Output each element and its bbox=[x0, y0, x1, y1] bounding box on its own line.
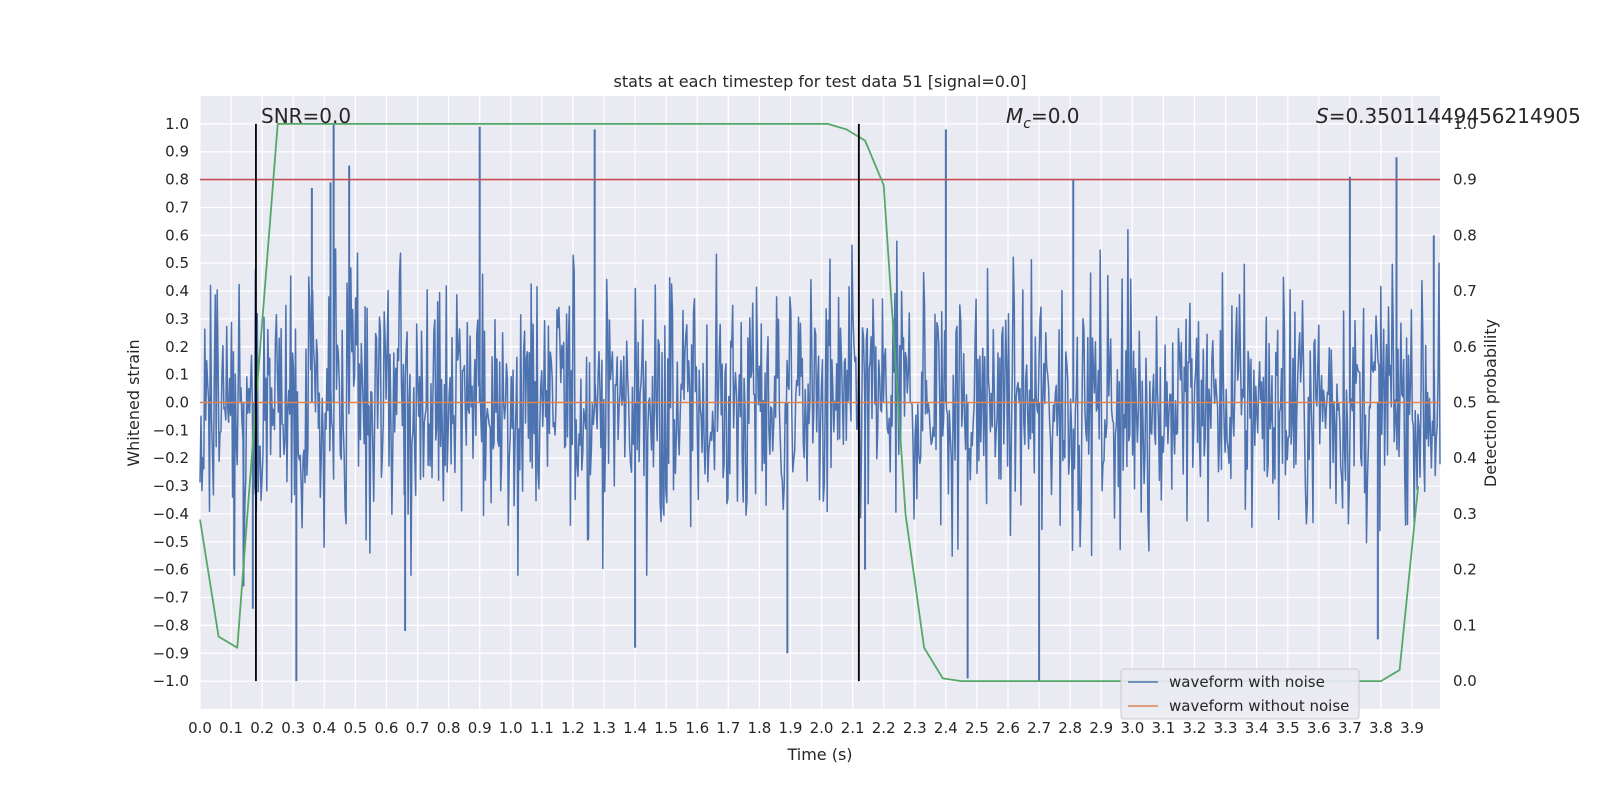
y-tick-label-14: −0.4 bbox=[153, 505, 189, 523]
x-tick-label-4: 0.4 bbox=[312, 719, 336, 737]
x-tick-label-15: 1.5 bbox=[654, 719, 678, 737]
s-value: =0.35011449456214905 bbox=[1329, 104, 1581, 128]
y-tick-label-2: 0.8 bbox=[165, 171, 189, 189]
snr-annotation: SNR=0.0 bbox=[261, 104, 351, 128]
y2-tick-label-6: 0.4 bbox=[1453, 449, 1477, 467]
y2-tick-label-3: 0.7 bbox=[1453, 282, 1477, 300]
y-axis-title: Whitened strain bbox=[124, 339, 143, 466]
y-tick-label-8: 0.2 bbox=[165, 338, 189, 356]
x-tick-label-6: 0.6 bbox=[375, 719, 399, 737]
x-tick-label-2: 0.2 bbox=[250, 719, 274, 737]
chirp-mass-subscript: c bbox=[1023, 116, 1031, 132]
x-tick-label-21: 2.1 bbox=[841, 719, 865, 737]
chart-title: stats at each timestep for test data 51 … bbox=[614, 72, 1027, 91]
legend: waveform with noise waveform without noi… bbox=[1120, 668, 1360, 720]
y2-tick-labels: 1.0 0.9 0.8 0.7 0.6 0.5 0.4 0.3 0.2 0.1 0.0 bbox=[1453, 115, 1477, 690]
y-tick-label-5: 0.5 bbox=[165, 254, 189, 272]
y2-tick-label-1: 0.9 bbox=[1453, 171, 1477, 189]
y-tick-label-16: −0.6 bbox=[153, 561, 189, 579]
waveform-with-noise-line bbox=[199, 228, 1441, 577]
y-tick-label-17: −0.7 bbox=[153, 589, 189, 607]
y2-tick-label-8: 0.2 bbox=[1453, 561, 1477, 579]
x-tick-label-39: 3.9 bbox=[1400, 719, 1424, 737]
x-tick-label-22: 2.2 bbox=[872, 719, 896, 737]
x-tick-label-33: 3.3 bbox=[1214, 719, 1238, 737]
chirp-mass-annotation: Mc=0.0 bbox=[1006, 104, 1080, 132]
x-tick-label-13: 1.3 bbox=[592, 719, 616, 737]
waveform-with-noise-series bbox=[199, 123, 1441, 682]
x-tick-label-36: 3.6 bbox=[1307, 719, 1331, 737]
y2-tick-label-4: 0.6 bbox=[1453, 338, 1477, 356]
x-tick-label-26: 2.6 bbox=[996, 719, 1020, 737]
y-tick-label-11: −0.1 bbox=[153, 421, 189, 439]
legend-label-with-noise: waveform with noise bbox=[1169, 673, 1325, 691]
x-tick-label-17: 1.7 bbox=[716, 719, 740, 737]
x-tick-label-29: 2.9 bbox=[1089, 719, 1113, 737]
y-tick-label-3: 0.7 bbox=[165, 198, 189, 216]
legend-box bbox=[1120, 668, 1360, 720]
x-tick-label-38: 3.8 bbox=[1369, 719, 1393, 737]
y-tick-label-20: −1.0 bbox=[153, 672, 189, 690]
chirp-mass-value: =0.0 bbox=[1031, 104, 1080, 128]
y2-tick-label-2: 0.8 bbox=[1453, 226, 1477, 244]
y-tick-label-9: 0.1 bbox=[165, 366, 189, 384]
x-tick-label-31: 3.1 bbox=[1151, 719, 1175, 737]
y-tick-label-19: −0.9 bbox=[153, 644, 189, 662]
x-tick-label-5: 0.5 bbox=[343, 719, 367, 737]
x-tick-label-37: 3.7 bbox=[1338, 719, 1362, 737]
s-symbol: S bbox=[1316, 104, 1329, 128]
y2-tick-label-9: 0.1 bbox=[1453, 616, 1477, 634]
y-tick-label-13: −0.3 bbox=[153, 477, 189, 495]
legend-label-without-noise: waveform without noise bbox=[1169, 697, 1349, 715]
x-tick-label-28: 2.8 bbox=[1058, 719, 1082, 737]
x-tick-label-3: 0.3 bbox=[281, 719, 305, 737]
x-tick-label-30: 3.0 bbox=[1120, 719, 1144, 737]
y-tick-label-12: −0.2 bbox=[153, 449, 189, 467]
x-tick-label-14: 1.4 bbox=[623, 719, 647, 737]
x-tick-label-24: 2.4 bbox=[934, 719, 958, 737]
x-tick-label-8: 0.8 bbox=[437, 719, 461, 737]
x-tick-label-35: 3.5 bbox=[1276, 719, 1300, 737]
x-tick-label-12: 1.2 bbox=[561, 719, 585, 737]
y-tick-label-15: −0.5 bbox=[153, 533, 189, 551]
x-tick-label-19: 1.9 bbox=[779, 719, 803, 737]
x-tick-label-10: 1.0 bbox=[499, 719, 523, 737]
y-tick-label-0: 1.0 bbox=[165, 115, 189, 133]
x-tick-label-23: 2.3 bbox=[903, 719, 927, 737]
x-axis-title: Time (s) bbox=[786, 745, 852, 764]
x-tick-label-18: 1.8 bbox=[747, 719, 771, 737]
x-tick-label-20: 2.0 bbox=[810, 719, 834, 737]
x-tick-label-27: 2.7 bbox=[1027, 719, 1051, 737]
x-tick-label-0: 0.0 bbox=[188, 719, 212, 737]
x-tick-label-16: 1.6 bbox=[685, 719, 709, 737]
y2-tick-label-10: 0.0 bbox=[1453, 672, 1477, 690]
x-tick-label-9: 0.9 bbox=[468, 719, 492, 737]
y2-axis-title: Detection probability bbox=[1481, 319, 1500, 487]
s-annotation: S=0.35011449456214905 bbox=[1316, 104, 1581, 128]
y-tick-label-6: 0.4 bbox=[165, 282, 189, 300]
x-tick-label-34: 3.4 bbox=[1245, 719, 1269, 737]
y-tick-label-18: −0.8 bbox=[153, 616, 189, 634]
y2-tick-label-7: 0.3 bbox=[1453, 505, 1477, 523]
y-tick-labels: 1.0 0.9 0.8 0.7 0.6 0.5 0.4 0.3 0.2 0.1 0.0 −0.1 −0.… bbox=[153, 115, 189, 690]
x-tick-label-32: 3.2 bbox=[1183, 719, 1207, 737]
x-tick-label-7: 0.7 bbox=[406, 719, 430, 737]
y-tick-label-4: 0.6 bbox=[165, 226, 189, 244]
y-tick-label-10: 0.0 bbox=[165, 394, 189, 412]
x-tick-label-25: 2.5 bbox=[965, 719, 989, 737]
x-tick-label-1: 0.1 bbox=[219, 719, 243, 737]
y-tick-label-7: 0.3 bbox=[165, 310, 189, 328]
y-tick-label-1: 0.9 bbox=[165, 143, 189, 161]
y2-tick-label-5: 0.5 bbox=[1453, 394, 1477, 412]
chirp-mass-symbol: M bbox=[1006, 104, 1023, 128]
x-tick-labels: 0.0 0.1 0.2 0.3 0.4 0.5 0.6 0.7 0.8 0.9 1.0 1.1 1.2 1… bbox=[188, 719, 1424, 737]
y2-tick-label-0: 1.0 bbox=[1453, 115, 1477, 133]
x-tick-label-11: 1.1 bbox=[530, 719, 554, 737]
